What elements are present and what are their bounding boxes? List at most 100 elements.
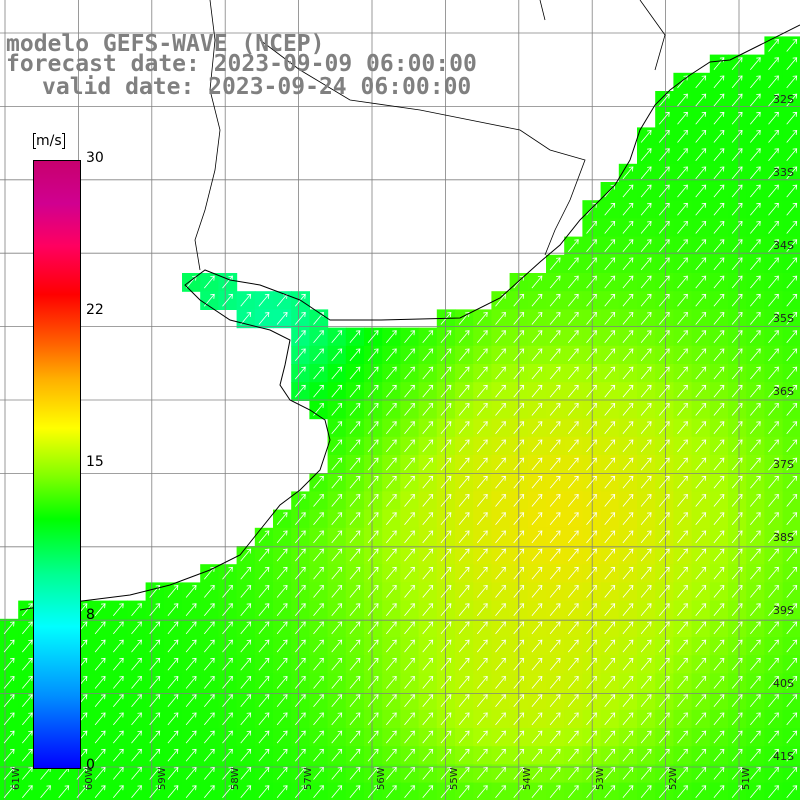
lat-label: 39S bbox=[773, 604, 794, 617]
wind-speed-cell bbox=[291, 527, 310, 547]
wind-arrow bbox=[349, 439, 361, 453]
wind-arrow bbox=[21, 712, 33, 726]
wind-arrow bbox=[331, 439, 343, 453]
wind-arrow bbox=[513, 403, 525, 416]
wind-speed-cell bbox=[709, 200, 729, 219]
wind-arrow bbox=[258, 585, 270, 598]
wind-speed-cell bbox=[673, 382, 693, 401]
wind-arrow bbox=[768, 148, 779, 161]
wind-arrow bbox=[513, 730, 525, 744]
wind-speed-cell bbox=[236, 746, 256, 765]
wind-arrow bbox=[731, 312, 743, 325]
wind-speed-cell bbox=[218, 291, 238, 310]
wind-speed-cell bbox=[637, 254, 656, 274]
wind-arrow bbox=[149, 639, 161, 653]
wind-speed-cell bbox=[709, 582, 729, 602]
wind-speed-cell bbox=[618, 418, 638, 438]
wind-arrow bbox=[440, 548, 452, 562]
wind-arrow bbox=[294, 585, 306, 598]
wind-speed-cell bbox=[600, 345, 620, 365]
wind-speed-cell bbox=[400, 473, 420, 492]
wind-arrow bbox=[549, 384, 561, 398]
wind-speed-cell bbox=[564, 382, 583, 401]
wind-speed-cell bbox=[436, 582, 456, 602]
wind-arrow bbox=[313, 530, 324, 544]
wind-speed-cell bbox=[709, 127, 729, 147]
wind-speed-cell bbox=[291, 509, 310, 529]
wind-arrow bbox=[294, 767, 306, 780]
wind-speed-cell bbox=[327, 673, 347, 693]
wind-arrow bbox=[167, 657, 179, 671]
wind-speed-cell bbox=[309, 637, 329, 656]
wind-speed-cell bbox=[746, 746, 765, 765]
wind-arrow bbox=[640, 657, 652, 671]
wind-speed-cell bbox=[163, 691, 183, 711]
wind-arrow bbox=[240, 585, 252, 598]
wind-arrow bbox=[658, 475, 670, 489]
wind-speed-cell bbox=[564, 582, 583, 602]
wind-arrow bbox=[495, 694, 506, 707]
wind-arrow bbox=[695, 312, 707, 325]
wind-arrow bbox=[549, 730, 561, 744]
wind-arrow bbox=[586, 657, 597, 671]
wind-speed-cell bbox=[473, 400, 492, 420]
wind-speed-cell bbox=[728, 236, 747, 256]
wind-arrow bbox=[167, 603, 179, 616]
wind-speed-cell bbox=[218, 746, 238, 765]
wind-arrow bbox=[586, 457, 597, 471]
wind-arrow bbox=[567, 694, 579, 707]
wind-arrow bbox=[440, 639, 452, 653]
wind-speed-cell bbox=[728, 254, 747, 274]
wind-speed-cell bbox=[764, 618, 784, 638]
wind-arrow bbox=[622, 639, 634, 653]
wind-arrow bbox=[440, 657, 452, 671]
wind-arrow bbox=[695, 184, 707, 198]
wind-speed-cell bbox=[400, 455, 420, 474]
wind-arrow bbox=[786, 111, 798, 125]
wind-speed-cell bbox=[655, 673, 674, 693]
wind-arrow bbox=[567, 712, 579, 726]
wind-speed-cell bbox=[746, 527, 765, 547]
wind-speed-cell bbox=[163, 582, 183, 602]
wind-arrow bbox=[622, 712, 634, 726]
wind-arrow bbox=[695, 657, 707, 671]
wind-arrow bbox=[349, 603, 361, 616]
wind-speed-cell bbox=[491, 582, 511, 602]
wind-speed-cell bbox=[291, 637, 310, 656]
wind-speed-cell bbox=[637, 200, 656, 219]
wind-arrow bbox=[276, 512, 288, 525]
wind-arrow bbox=[331, 785, 343, 798]
wind-arrow bbox=[367, 530, 379, 544]
wind-arrow bbox=[768, 694, 779, 707]
wind-arrow bbox=[349, 421, 361, 434]
wind-arrow bbox=[713, 494, 725, 507]
wind-arrow bbox=[149, 730, 161, 744]
wind-speed-cell bbox=[473, 364, 492, 383]
wind-arrow bbox=[749, 639, 761, 653]
wind-speed-cell bbox=[746, 655, 765, 674]
wind-arrow bbox=[294, 639, 306, 653]
wind-speed-cell bbox=[600, 564, 620, 583]
wind-arrow bbox=[713, 585, 725, 598]
wind-arrow bbox=[695, 148, 707, 161]
wind-speed-cell bbox=[673, 600, 693, 620]
wind-speed-cell bbox=[618, 273, 638, 292]
wind-speed-cell bbox=[236, 618, 256, 638]
wind-arrow bbox=[385, 530, 397, 544]
wind-speed-cell bbox=[746, 473, 765, 492]
wind-arrow bbox=[731, 748, 743, 762]
wind-arrow bbox=[476, 621, 488, 635]
wind-arrow bbox=[622, 421, 634, 434]
wind-speed-cell bbox=[546, 673, 565, 693]
wind-arrow bbox=[203, 694, 215, 707]
wind-arrow bbox=[586, 384, 597, 398]
wind-speed-cell bbox=[400, 491, 420, 511]
wind-speed-cell bbox=[655, 309, 674, 329]
wind-speed-cell bbox=[418, 691, 438, 711]
wind-speed-cell bbox=[218, 618, 238, 638]
wind-arrow bbox=[731, 694, 743, 707]
wind-arrow bbox=[749, 184, 761, 198]
wind-speed-cell bbox=[182, 582, 201, 602]
wind-arrow bbox=[658, 439, 670, 453]
wind-speed-cell bbox=[273, 618, 292, 638]
